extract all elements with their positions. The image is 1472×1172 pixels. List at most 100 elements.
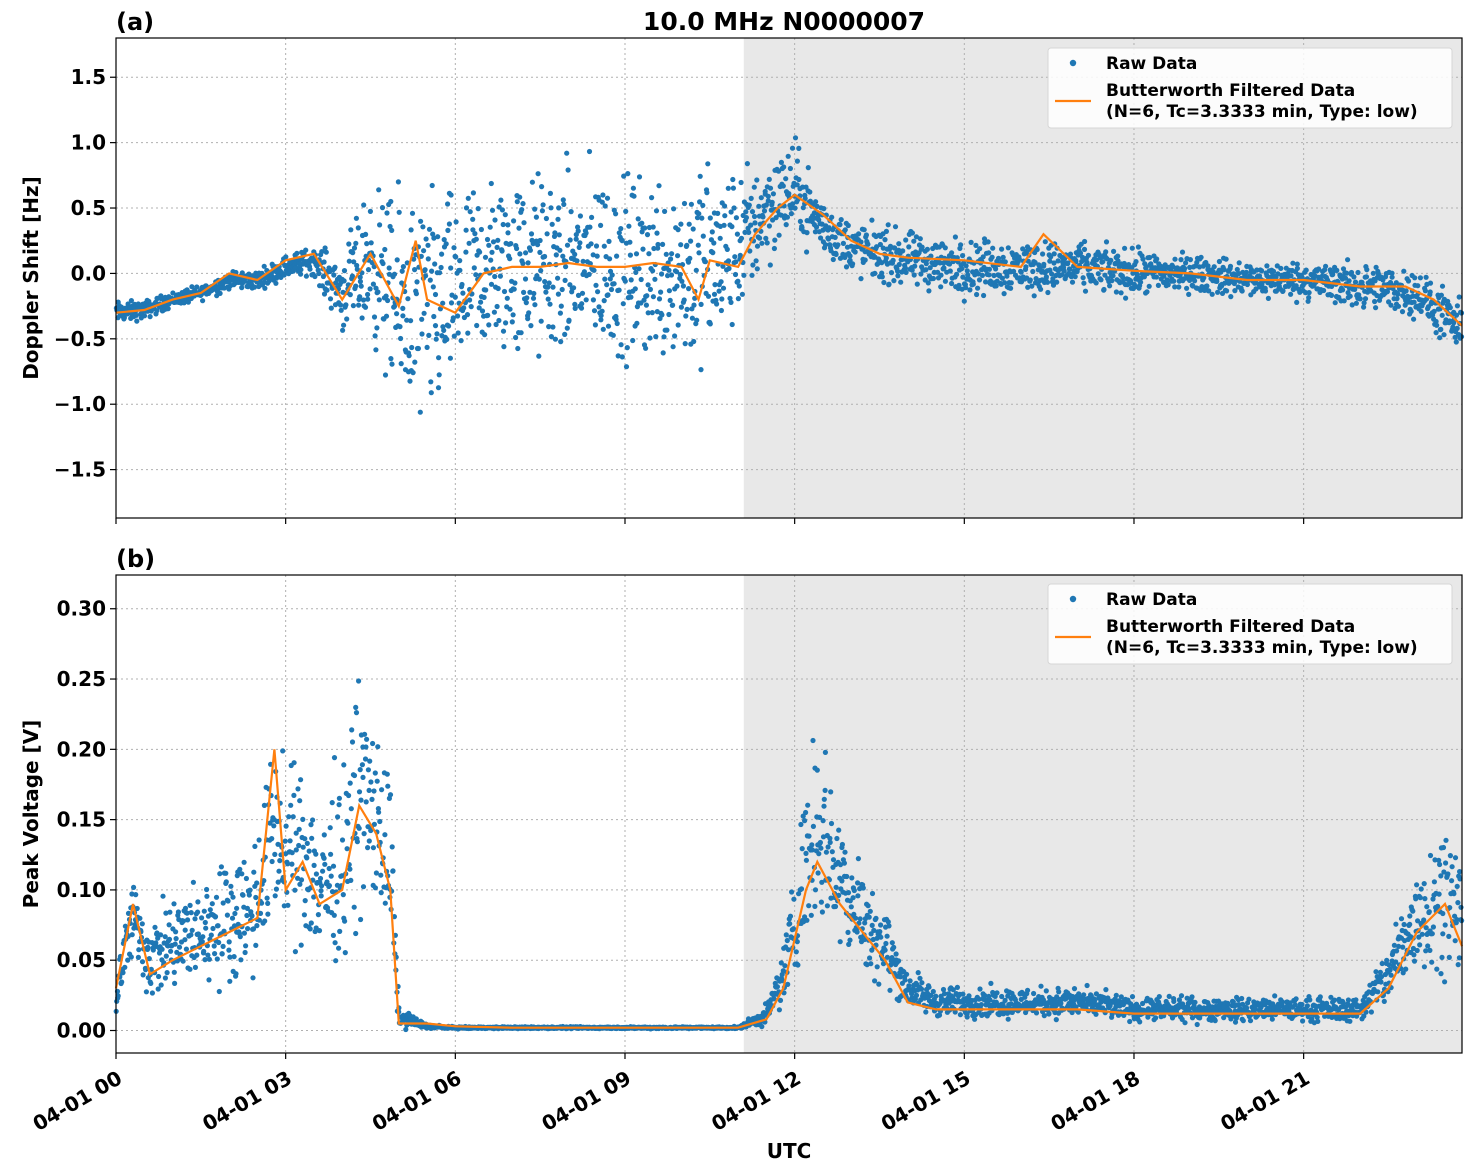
raw-data-point xyxy=(869,890,876,897)
raw-data-point xyxy=(435,385,442,391)
raw-data-point xyxy=(808,912,814,918)
raw-data-point xyxy=(593,282,599,288)
raw-data-point xyxy=(355,225,361,231)
raw-data-point xyxy=(466,240,472,246)
raw-data-point xyxy=(388,198,394,205)
raw-data-point xyxy=(736,283,742,289)
raw-data-point xyxy=(224,912,230,918)
raw-data-point xyxy=(915,970,921,976)
raw-data-point xyxy=(265,900,271,907)
raw-data-point xyxy=(1056,989,1062,995)
raw-data-point xyxy=(556,205,562,211)
raw-data-point xyxy=(373,347,379,353)
raw-data-point xyxy=(1454,325,1460,331)
raw-data-point xyxy=(625,171,631,177)
raw-data-point xyxy=(874,964,880,970)
raw-data-point xyxy=(936,1012,943,1018)
raw-data-point xyxy=(646,251,652,257)
raw-data-point xyxy=(804,230,810,236)
raw-data-point xyxy=(1020,246,1026,252)
raw-data-point xyxy=(1351,274,1357,280)
raw-data-point xyxy=(285,861,291,867)
raw-data-point xyxy=(963,285,969,291)
raw-data-point xyxy=(738,235,745,241)
raw-data-point xyxy=(207,907,213,913)
raw-data-point xyxy=(1216,258,1222,265)
raw-data-point xyxy=(989,254,995,260)
raw-data-point xyxy=(238,957,244,963)
raw-data-point xyxy=(472,231,478,237)
raw-data-point xyxy=(549,221,555,227)
raw-data-point xyxy=(528,323,534,329)
raw-data-point xyxy=(395,179,401,185)
raw-data-point xyxy=(778,960,784,966)
raw-data-point xyxy=(365,845,371,851)
raw-data-point xyxy=(353,215,359,221)
raw-data-point xyxy=(803,184,809,190)
raw-data-point xyxy=(717,235,723,241)
raw-data-point xyxy=(1363,274,1370,280)
raw-data-point xyxy=(1054,279,1060,285)
raw-data-point xyxy=(883,940,889,947)
raw-data-point xyxy=(294,250,300,256)
raw-data-point xyxy=(200,298,206,304)
raw-data-point xyxy=(1041,261,1047,267)
raw-data-point xyxy=(759,240,765,246)
raw-data-point xyxy=(140,972,146,978)
raw-data-point xyxy=(763,235,769,241)
raw-data-point xyxy=(529,179,536,185)
raw-data-point xyxy=(394,311,400,317)
raw-data-point xyxy=(832,234,838,240)
raw-data-point xyxy=(291,760,297,766)
raw-data-point xyxy=(498,197,504,203)
raw-data-point xyxy=(790,926,797,932)
raw-data-point xyxy=(1091,998,1098,1004)
raw-data-point xyxy=(172,941,178,947)
raw-data-point xyxy=(376,809,382,815)
raw-data-point xyxy=(353,704,359,711)
raw-data-point xyxy=(283,254,289,260)
raw-data-point xyxy=(592,322,599,328)
raw-data-point xyxy=(1401,268,1407,274)
raw-data-point xyxy=(182,927,188,933)
raw-data-point xyxy=(1187,257,1193,263)
raw-data-point xyxy=(1423,274,1429,280)
raw-data-point xyxy=(1411,316,1417,322)
raw-data-point xyxy=(398,361,404,367)
raw-data-point xyxy=(678,242,684,248)
raw-data-point xyxy=(1123,295,1129,301)
raw-data-point xyxy=(766,176,772,182)
raw-data-point xyxy=(553,252,559,258)
raw-data-point xyxy=(1113,289,1119,295)
raw-data-point xyxy=(184,910,190,916)
raw-data-point xyxy=(1032,259,1038,266)
raw-data-point xyxy=(679,278,685,284)
raw-data-point xyxy=(1342,275,1349,281)
raw-data-point xyxy=(1084,262,1090,268)
raw-data-point xyxy=(201,948,207,955)
raw-data-point xyxy=(963,263,969,269)
raw-data-point xyxy=(501,288,508,295)
raw-data-point xyxy=(396,209,402,215)
raw-data-point xyxy=(1140,1000,1146,1007)
legend: Raw Data Butterworth Filtered Data (N=6,… xyxy=(1047,47,1453,129)
raw-data-point xyxy=(619,238,625,244)
raw-data-point xyxy=(281,272,287,278)
raw-data-point xyxy=(356,789,363,795)
raw-data-point xyxy=(162,975,168,981)
raw-data-point xyxy=(1454,303,1460,309)
raw-data-point xyxy=(337,302,344,308)
raw-data-point xyxy=(444,336,450,342)
raw-data-point xyxy=(669,251,675,257)
raw-data-point xyxy=(626,223,632,229)
raw-data-point xyxy=(285,902,291,908)
raw-data-point xyxy=(644,232,651,238)
raw-data-point xyxy=(245,926,251,932)
raw-data-point xyxy=(827,835,833,841)
raw-data-point xyxy=(860,885,866,891)
raw-data-point xyxy=(439,251,445,257)
raw-data-point xyxy=(507,306,513,312)
raw-data-point xyxy=(226,947,232,953)
raw-data-point xyxy=(359,762,365,768)
raw-data-point xyxy=(371,821,377,827)
